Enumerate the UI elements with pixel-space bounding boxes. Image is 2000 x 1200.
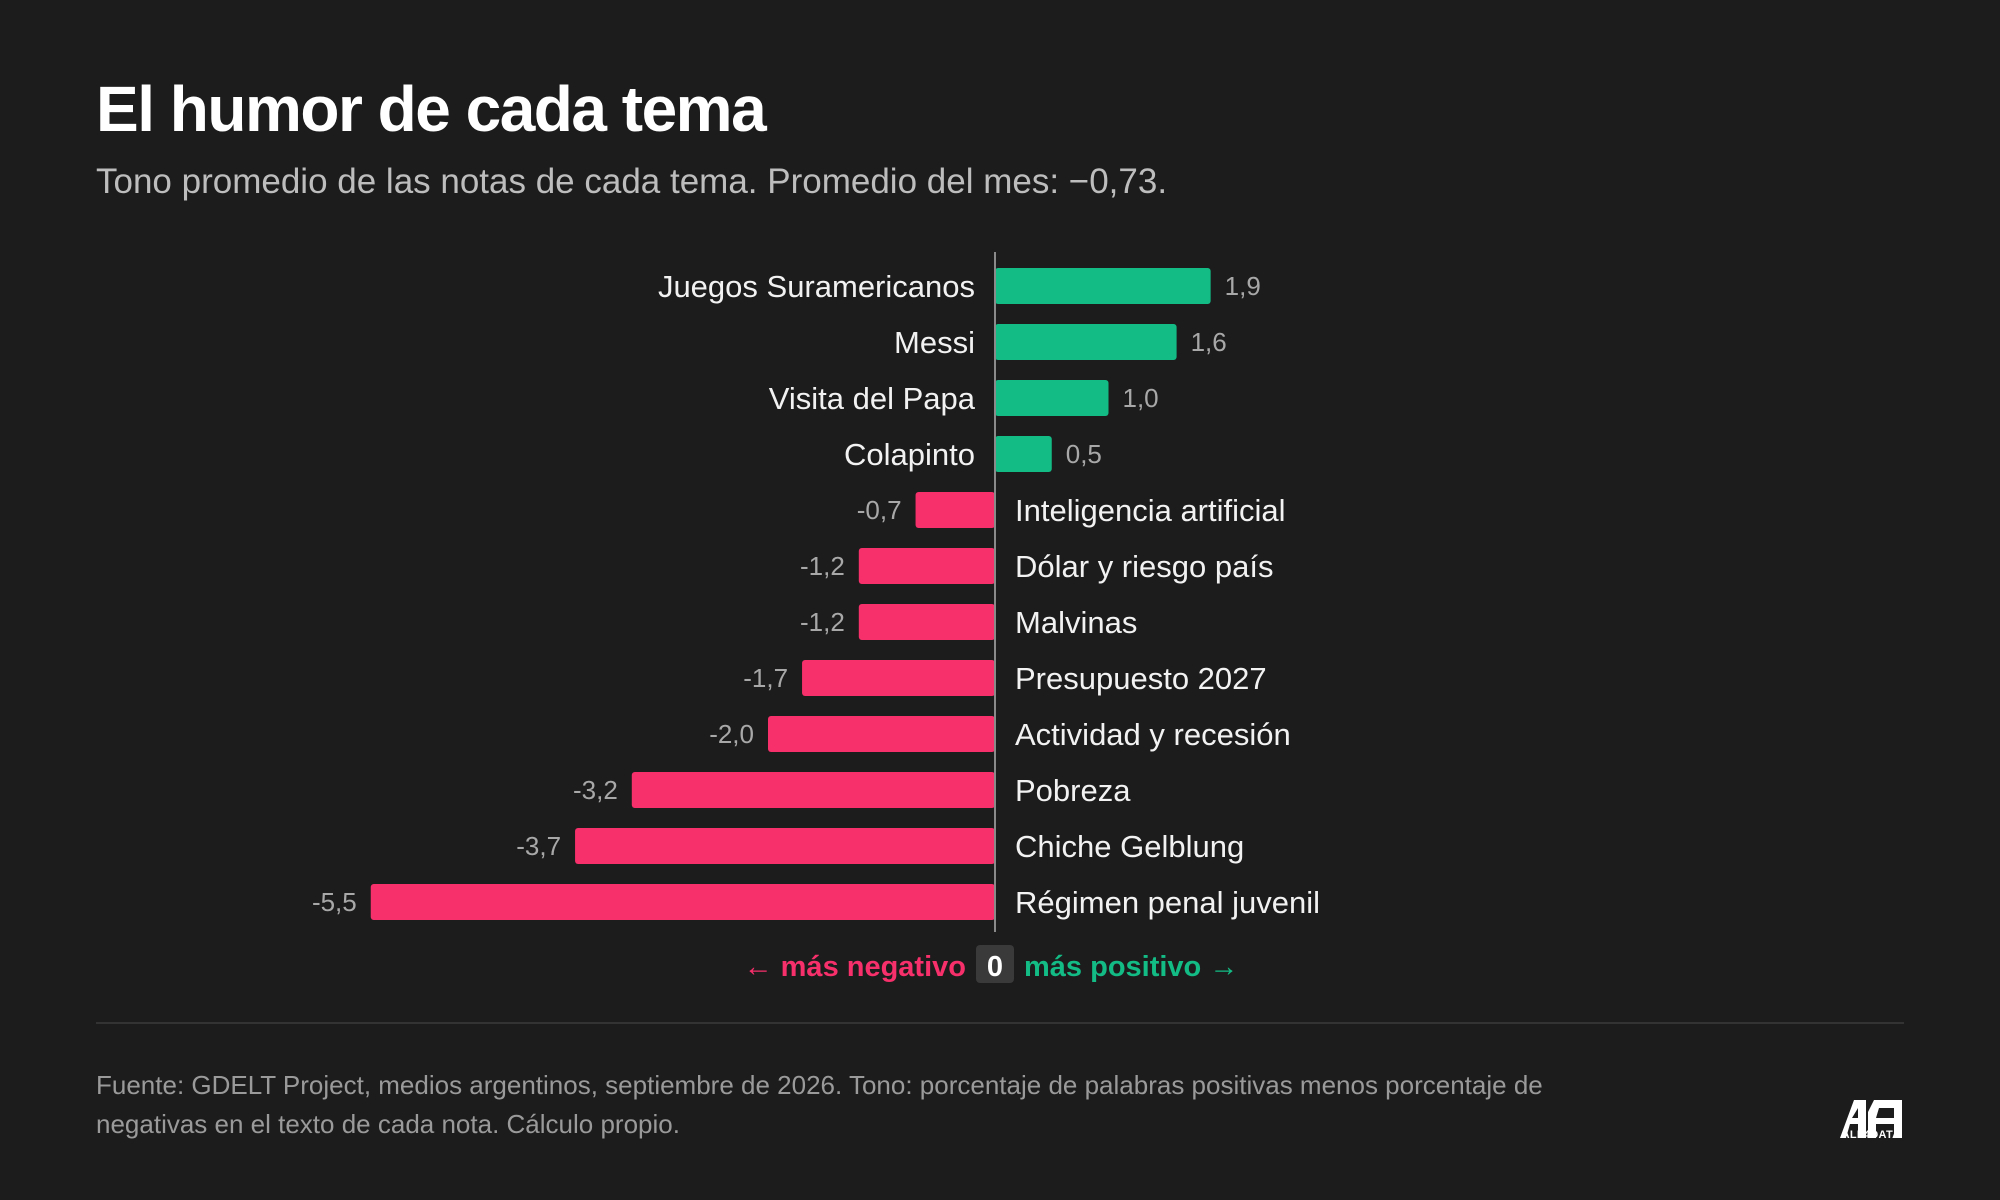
value-label: 1,6 — [1191, 327, 1227, 357]
value-label: -2,0 — [709, 719, 754, 749]
category-label: Colapinto — [844, 437, 975, 472]
bar — [575, 828, 995, 864]
logo-text: ALL4DATA — [1841, 1129, 1901, 1141]
category-label: Actividad y recesión — [1015, 717, 1291, 752]
value-label: -3,7 — [516, 831, 561, 861]
bar — [631, 772, 995, 808]
value-label: -1,7 — [743, 663, 788, 693]
bar — [858, 604, 995, 640]
bar — [995, 268, 1211, 304]
chart-subtitle: Tono promedio de las notas de cada tema.… — [96, 162, 1168, 201]
zero-label: 0 — [987, 951, 1003, 983]
value-label: 0,5 — [1066, 439, 1102, 469]
category-label: Messi — [894, 325, 975, 360]
bar — [995, 380, 1109, 416]
negative-direction-label: ← más negativo — [744, 951, 966, 983]
bar — [768, 716, 995, 752]
bar — [802, 660, 995, 696]
category-label: Pobreza — [1015, 773, 1131, 808]
source-note: Fuente: GDELT Project, medios argentinos… — [96, 1070, 1543, 1139]
chart-title: El humor de cada tema — [96, 73, 767, 145]
category-label: Chiche Gelblung — [1015, 829, 1244, 864]
zero-badge — [976, 945, 1014, 983]
category-label: Dólar y riesgo país — [1015, 549, 1273, 584]
value-label: -1,2 — [800, 551, 845, 581]
category-label: Régimen penal juvenil — [1015, 885, 1320, 920]
category-label: Visita del Papa — [769, 381, 976, 416]
bar — [915, 492, 995, 528]
category-label: Malvinas — [1015, 605, 1137, 640]
value-label: -3,2 — [573, 775, 618, 805]
positive-direction-label: más positivo → — [1024, 951, 1238, 983]
bar-chart: Juegos Suramericanos 1,9 Messi 1,6 Visita de… — [312, 252, 1320, 983]
bar — [995, 324, 1177, 360]
all4data-logo-icon — [1840, 1100, 1902, 1138]
category-label: Presupuesto 2027 — [1015, 661, 1267, 696]
value-label: 1,9 — [1225, 271, 1261, 301]
category-label: Inteligencia artificial — [1015, 493, 1286, 528]
bar — [995, 436, 1052, 472]
value-label: -5,5 — [312, 887, 357, 917]
bar — [858, 548, 995, 584]
value-label: -0,7 — [857, 495, 902, 525]
value-label: 1,0 — [1123, 383, 1159, 413]
footer-divider — [96, 1022, 1904, 1024]
category-label: Juegos Suramericanos — [658, 269, 975, 304]
bar — [370, 884, 995, 920]
value-label: -1,2 — [800, 607, 845, 637]
